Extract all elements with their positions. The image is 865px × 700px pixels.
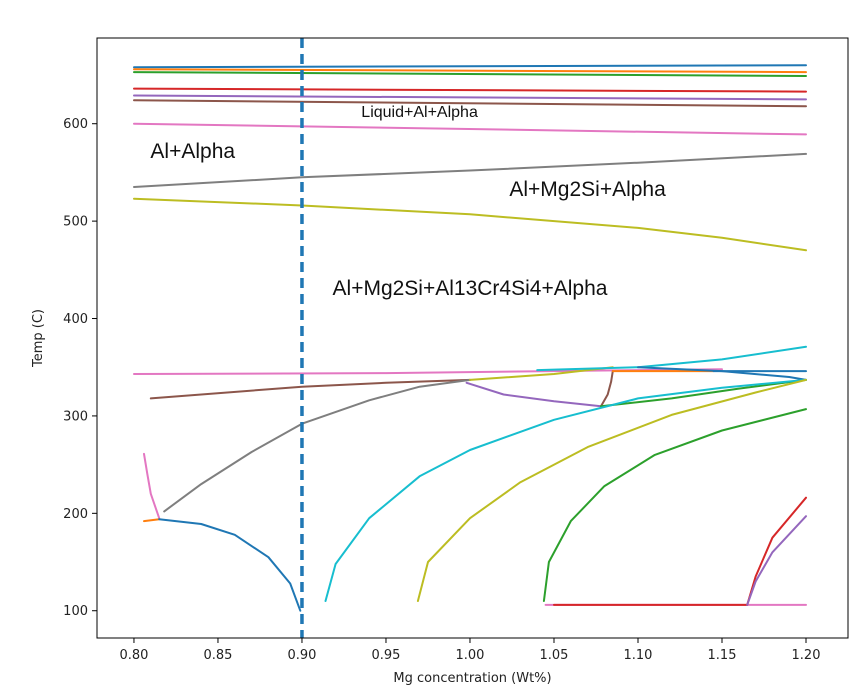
series-line-24 (324, 378, 807, 602)
x-tick-label: 1.15 (708, 648, 737, 663)
series-line-19 (637, 366, 807, 381)
series-line-16 (600, 370, 614, 408)
x-tick-label: 1.00 (456, 648, 485, 663)
x-tick-label: 0.90 (287, 648, 316, 663)
series-line-9 (133, 197, 807, 252)
series-line-4 (133, 87, 807, 93)
x-tick-label: 0.80 (119, 648, 148, 663)
series-layer (133, 64, 807, 612)
series-line-26 (542, 408, 807, 602)
region-label-1: Liquid+Al+Alpha (361, 104, 478, 121)
series-line-22 (143, 518, 161, 523)
region-label-4: Al+Mg2Si+Al13Cr4Si4+Alpha (333, 277, 608, 300)
series-line-7 (133, 122, 807, 136)
series-line-15 (465, 381, 602, 408)
y-tick-label: 200 (63, 507, 88, 522)
series-line-2 (133, 68, 807, 74)
x-axis-title: Mg concentration (Wt%) (393, 671, 551, 686)
plot-frame (96, 37, 849, 639)
annotation-layer: Liquid+Al+Alpha Al+Alpha Al+Mg2Si+Alpha Al+… (150, 104, 666, 300)
x-tick-label: 1.20 (792, 648, 821, 663)
series-line-8 (133, 152, 807, 188)
x-tick-label: 1.05 (540, 648, 569, 663)
y-tick-label: 400 (63, 312, 88, 327)
y-tick-label: 600 (63, 117, 88, 132)
series-line-1 (133, 64, 807, 69)
region-label-3: Al+Mg2Si+Alpha (509, 178, 666, 201)
y-tick-label: 100 (63, 604, 88, 619)
series-line-14 (536, 345, 807, 372)
tick-layer: 0.80 0.85 0.90 0.95 1.00 1.05 1.10 1.15 1.20 100 2… (63, 117, 820, 663)
series-line-6 (133, 99, 807, 108)
y-tick-label: 500 (63, 215, 88, 230)
series-line-3 (133, 71, 807, 77)
series-line-21 (143, 452, 161, 520)
series-line-25 (416, 378, 807, 602)
x-tick-label: 0.85 (203, 648, 232, 663)
y-axis-title: Temp (C) (31, 309, 46, 368)
series-line-11 (149, 378, 471, 400)
series-line-30 (746, 515, 807, 606)
series-line-23 (158, 518, 302, 612)
x-tick-label: 0.95 (371, 648, 400, 663)
series-line-20 (600, 378, 807, 408)
series-line-5 (133, 94, 807, 101)
y-tick-label: 300 (63, 409, 88, 424)
region-label-2: Al+Alpha (150, 140, 235, 163)
x-tick-label: 1.10 (624, 648, 653, 663)
